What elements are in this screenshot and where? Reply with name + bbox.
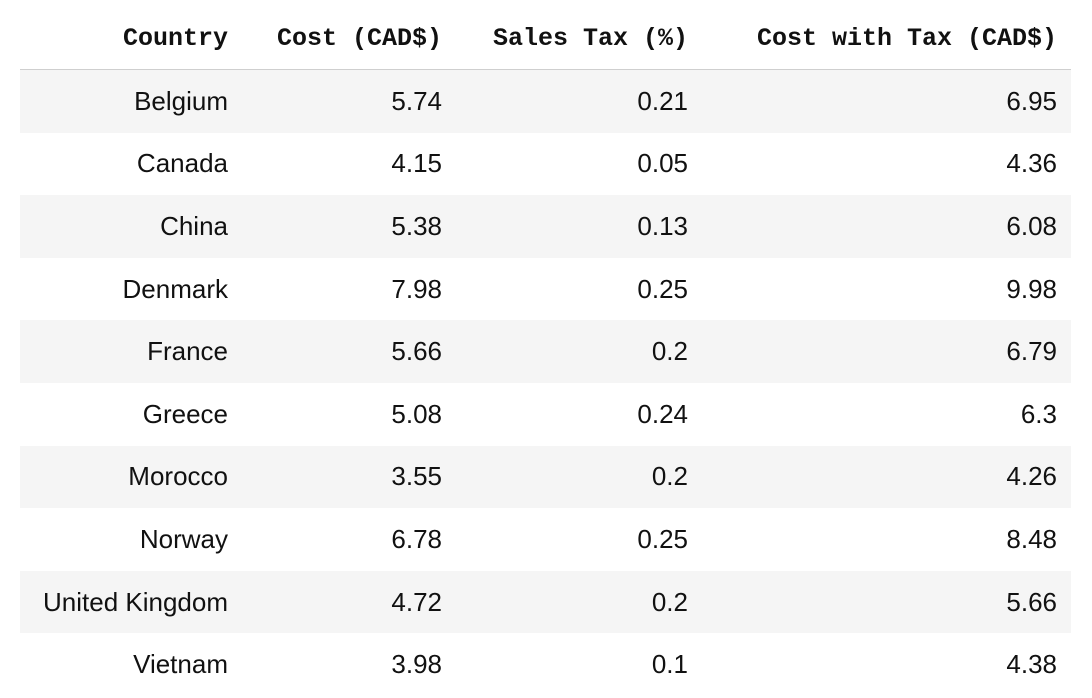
cost-cell: 4.72 xyxy=(242,570,456,634)
table-row: Belgium 5.74 0.21 6.95 xyxy=(20,69,1071,133)
sales-tax-cell: 0.25 xyxy=(456,508,702,571)
country-cell: Vietnam xyxy=(20,633,242,696)
cost-with-tax-cell: 4.26 xyxy=(702,445,1071,509)
sales-tax-cell: 0.13 xyxy=(456,195,702,258)
table-header: Country Cost (CAD$) Sales Tax (%) Cost w… xyxy=(20,8,1071,70)
sales-tax-cell: 0.24 xyxy=(456,382,702,446)
cost-with-tax-cell: 6.08 xyxy=(702,195,1071,258)
table-row: Vietnam 3.98 0.1 4.38 xyxy=(20,633,1071,696)
country-cell: Norway xyxy=(20,508,242,571)
cost-cell: 7.98 xyxy=(242,257,456,321)
column-header-cost: Cost (CAD$) xyxy=(242,8,456,70)
cost-with-tax-cell: 5.66 xyxy=(702,570,1071,634)
table-row: France 5.66 0.2 6.79 xyxy=(20,320,1071,383)
country-cell: Denmark xyxy=(20,257,242,321)
table-body: Belgium 5.74 0.21 6.95 Canada 4.15 0.05 … xyxy=(20,69,1071,696)
data-table-container: Country Cost (CAD$) Sales Tax (%) Cost w… xyxy=(20,8,1071,696)
sales-tax-cell: 0.2 xyxy=(456,320,702,383)
table-row: Denmark 7.98 0.25 9.98 xyxy=(20,257,1071,321)
cost-cell: 4.15 xyxy=(242,132,456,196)
country-cell: United Kingdom xyxy=(20,570,242,634)
country-cell: France xyxy=(20,320,242,383)
column-header-cost-with-tax: Cost with Tax (CAD$) xyxy=(702,8,1071,70)
country-cell: Canada xyxy=(20,132,242,196)
column-header-sales-tax: Sales Tax (%) xyxy=(456,8,702,70)
header-row: Country Cost (CAD$) Sales Tax (%) Cost w… xyxy=(20,8,1071,70)
country-cell: China xyxy=(20,195,242,258)
table-row: Greece 5.08 0.24 6.3 xyxy=(20,382,1071,446)
cost-with-tax-cell: 4.38 xyxy=(702,633,1071,696)
country-cell: Greece xyxy=(20,382,242,446)
cost-cell: 5.08 xyxy=(242,382,456,446)
country-cell: Belgium xyxy=(20,69,242,133)
cost-with-tax-cell: 6.3 xyxy=(702,382,1071,446)
cost-with-tax-cell: 6.95 xyxy=(702,69,1071,133)
cost-with-tax-cell: 8.48 xyxy=(702,508,1071,571)
cost-cell: 5.74 xyxy=(242,69,456,133)
cost-with-tax-cell: 6.79 xyxy=(702,320,1071,383)
table-row: Morocco 3.55 0.2 4.26 xyxy=(20,445,1071,509)
sales-tax-cell: 0.21 xyxy=(456,69,702,133)
cost-cell: 5.66 xyxy=(242,320,456,383)
table-row: Canada 4.15 0.05 4.36 xyxy=(20,132,1071,196)
sales-tax-cell: 0.2 xyxy=(456,445,702,509)
sales-tax-cell: 0.05 xyxy=(456,132,702,196)
cost-cell: 5.38 xyxy=(242,195,456,258)
sales-tax-cell: 0.2 xyxy=(456,570,702,634)
sales-tax-cell: 0.1 xyxy=(456,633,702,696)
data-table: Country Cost (CAD$) Sales Tax (%) Cost w… xyxy=(20,8,1071,696)
column-header-country: Country xyxy=(20,8,242,70)
table-row: China 5.38 0.13 6.08 xyxy=(20,195,1071,258)
cost-cell: 3.98 xyxy=(242,633,456,696)
sales-tax-cell: 0.25 xyxy=(456,257,702,321)
country-cell: Morocco xyxy=(20,445,242,509)
cost-with-tax-cell: 9.98 xyxy=(702,257,1071,321)
table-row: Norway 6.78 0.25 8.48 xyxy=(20,508,1071,571)
cost-cell: 3.55 xyxy=(242,445,456,509)
cost-cell: 6.78 xyxy=(242,508,456,571)
table-row: United Kingdom 4.72 0.2 5.66 xyxy=(20,570,1071,634)
cost-with-tax-cell: 4.36 xyxy=(702,132,1071,196)
